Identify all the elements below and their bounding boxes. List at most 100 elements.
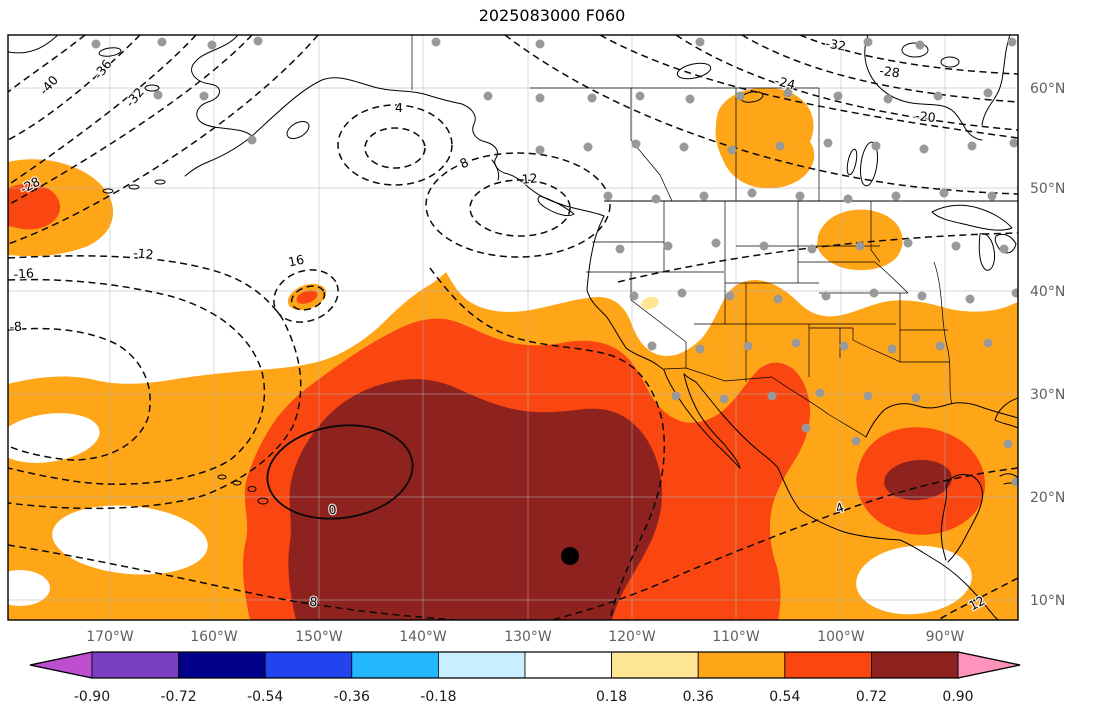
contour-minus16-west — [8, 278, 266, 485]
haida-gwaii — [491, 159, 500, 181]
colorbar-tick-label: 0.72 — [856, 689, 887, 705]
colorbar-segment — [178, 651, 266, 679]
contour-label: -32 — [824, 35, 847, 53]
x-tick-label: 120°W — [608, 629, 656, 645]
y-tick-label: 50°N — [1030, 181, 1065, 197]
station-dot — [863, 391, 873, 401]
station-dot — [915, 40, 925, 50]
contour-minus8-west — [8, 327, 151, 461]
y-tick-label: 30°N — [1030, 387, 1065, 403]
station-dot — [983, 88, 993, 98]
colorbar: -0.90 -0.72 -0.54 -0.36 -0.18 0.18 0.36 0.54 0.7… — [29, 651, 1021, 705]
x-tick-label: 170°W — [86, 629, 134, 645]
shading-darkred-main — [288, 379, 662, 620]
station-dot — [711, 238, 721, 248]
station-dot — [939, 188, 949, 198]
station-dot — [871, 141, 881, 151]
station-dot — [903, 238, 913, 248]
coast-gulf-of-mexico — [865, 402, 1018, 438]
y-tick-label: 40°N — [1030, 284, 1065, 300]
station-dot — [207, 40, 217, 50]
station-dot — [719, 394, 729, 404]
colorbar-tick-label: 0.18 — [596, 689, 627, 705]
contour-minus24-nw — [8, 35, 319, 245]
colorbar-segment — [524, 651, 612, 679]
border-mn-dakotas — [870, 201, 881, 263]
hawaii-island-1 — [217, 474, 227, 480]
contour-lines — [8, 35, 1018, 620]
station-dot — [891, 191, 901, 201]
black-marker-dot — [561, 547, 579, 565]
border-bc-alberta — [630, 88, 673, 202]
x-tick-label: 150°W — [295, 629, 343, 645]
station-dot — [815, 388, 825, 398]
hawaii-island-3 — [247, 486, 257, 492]
hawaii-island-2 — [232, 480, 242, 486]
station-dot — [851, 436, 861, 446]
shading-darkred-gulf-core — [884, 459, 952, 501]
border-red-river — [852, 328, 901, 363]
station-dot — [759, 241, 769, 251]
station-dot — [965, 294, 975, 304]
x-tick-label: 100°W — [817, 629, 865, 645]
colorbar-segment — [91, 651, 179, 679]
contour-12-southeast — [937, 577, 1018, 620]
station-dot — [773, 294, 783, 304]
contour-minus28-ne — [741, 35, 1018, 103]
contour-minus28-nw — [8, 35, 253, 206]
station-dot — [725, 291, 735, 301]
contour-minus36 — [8, 35, 141, 141]
colorbar-segment — [264, 651, 353, 679]
shading-yellow-speck — [641, 296, 659, 310]
colorbar-tick-label: 0.90 — [942, 689, 973, 705]
contour-label: -20 — [915, 108, 937, 125]
station-dot — [695, 344, 705, 354]
station-dot — [863, 37, 873, 47]
contour-center-snake — [429, 267, 666, 620]
contour-12-loop — [469, 179, 571, 237]
border-mississippi-river — [933, 261, 953, 405]
station-dot — [199, 91, 209, 101]
station-dot — [679, 142, 689, 152]
station-dot — [603, 191, 613, 201]
station-dot — [887, 344, 897, 354]
colorbar-segment — [871, 651, 959, 679]
hudson-bay-east-shore — [981, 35, 1011, 126]
station-dot — [987, 191, 997, 201]
nunivak-island — [144, 84, 160, 92]
station-dot — [647, 341, 657, 351]
lake-huron — [994, 233, 1017, 254]
map-border-frame — [7, 34, 1019, 621]
contour-minus40 — [8, 35, 86, 93]
station-dot — [821, 291, 831, 301]
x-tick-label: 90°W — [926, 629, 965, 645]
contour-4-loop — [337, 104, 453, 186]
colorbar-segment — [697, 651, 786, 679]
station-dot — [651, 194, 661, 204]
marker-layer — [561, 547, 579, 565]
colorbar-tick-label: -0.90 — [74, 689, 110, 705]
station-dot — [483, 91, 493, 101]
contour-minus16-ne — [504, 35, 1018, 195]
station-dot — [999, 244, 1009, 254]
station-dot — [807, 244, 817, 254]
station-dot — [157, 37, 167, 47]
station-dot — [631, 139, 641, 149]
station-dot — [1011, 288, 1018, 298]
colorbar-tick-label: 0.54 — [769, 689, 800, 705]
station-dot — [587, 93, 597, 103]
station-dot — [855, 241, 865, 251]
station-dot — [767, 391, 777, 401]
shading-white-hole-4 — [856, 545, 972, 615]
aleutian-island-1 — [154, 179, 166, 185]
border-us-mexico-west — [663, 367, 773, 382]
station-dot — [833, 91, 843, 101]
contour-16-loop — [273, 269, 339, 323]
contour-label: 0 — [328, 502, 338, 518]
station-dot — [699, 191, 709, 201]
contour-label: 12 — [521, 170, 538, 186]
contour-8-inner-loop — [364, 127, 426, 169]
station-dot — [535, 93, 545, 103]
lake-winnipegosis — [846, 148, 858, 176]
